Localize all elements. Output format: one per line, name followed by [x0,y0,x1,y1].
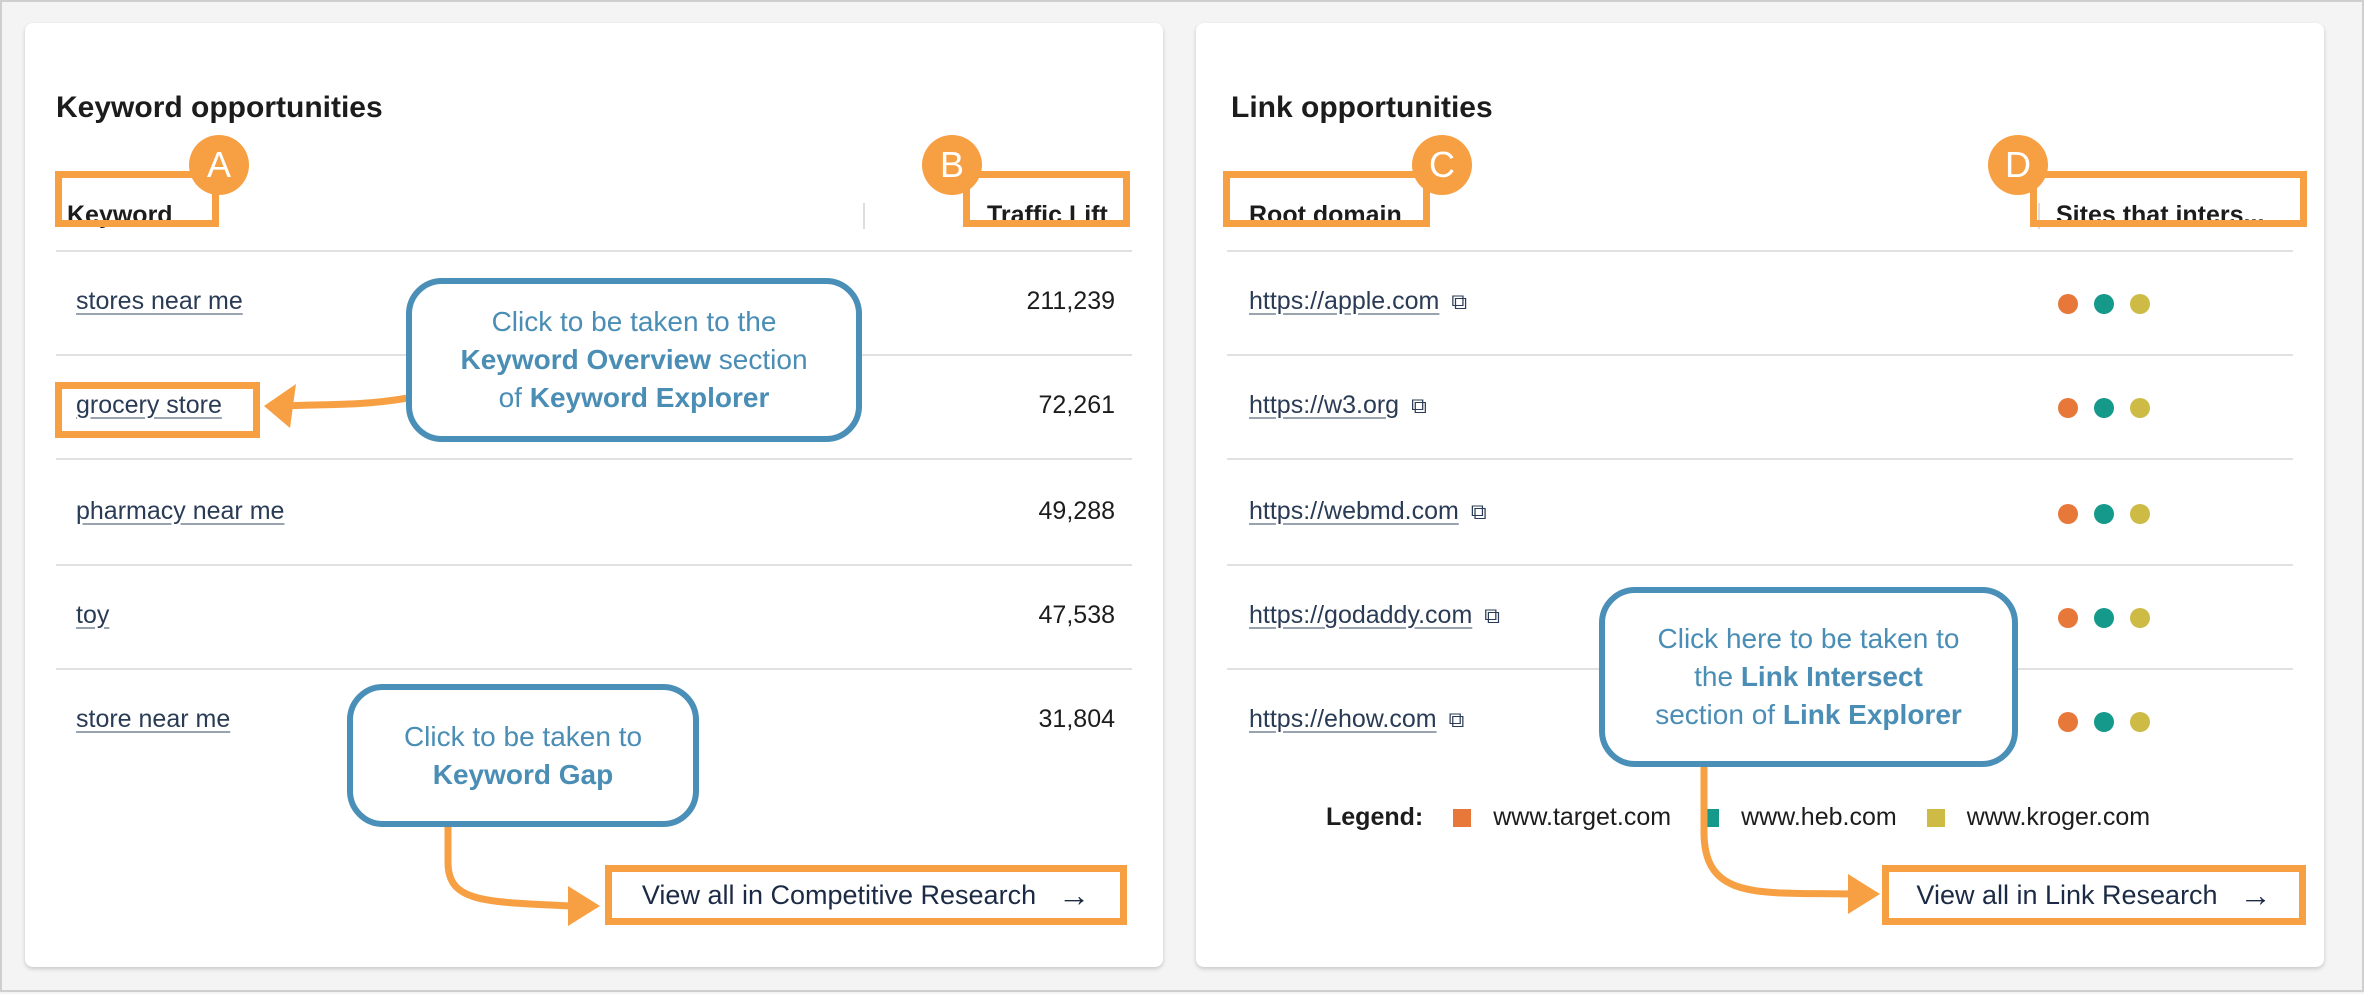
badge-b: B [922,135,982,195]
callout-link-intersect: Click here to be taken to the Link Inter… [1599,587,2018,767]
intersect-dot [2094,608,2114,628]
badge-a: A [189,135,249,195]
button-label: View all in Competitive Research [641,879,1037,910]
arrow-right-icon: → [2239,876,2272,913]
intersect-dot [2058,608,2078,628]
button-label: View all in Link Research [1916,879,2218,910]
divider [56,250,1132,252]
intersect-dot [2094,504,2114,524]
row-divider [56,564,1132,566]
intersect-dot [2058,294,2078,314]
column-divider[interactable] [863,203,865,229]
traffic-lift-value: 47,538 [1038,601,1115,629]
callout-text: Keyword Explorer [529,381,770,413]
callout-keyword-overview: Click to be taken to the Keyword Overvie… [406,278,862,442]
legend-item: www.heb.com [1741,803,1897,831]
domain-row: https://apple.com ⧉ [1249,287,1467,316]
intersect-dot [2130,712,2150,732]
badge-d: D [1988,135,2048,195]
legend: Legend: www.target.com www.heb.com www.kro… [1326,803,2150,832]
legend-swatch [1926,808,1945,827]
intersect-dot [2094,398,2114,418]
link-opportunities-card: Link opportunities Root domain Sites tha… [1196,23,2324,967]
legend-item: www.kroger.com [1966,803,2151,831]
intersect-dot [2058,504,2078,524]
callout-text: of [498,381,530,413]
view-all-competitive-research-button[interactable]: View all in Competitive Research → [612,872,1120,918]
callout-text: Link Explorer [1782,698,1962,730]
domain-row: https://godaddy.com ⧉ [1249,601,1500,630]
callout-text: section of [1655,698,1783,730]
intersect-dot [2130,294,2150,314]
traffic-lift-value: 49,288 [1038,497,1115,525]
domain-row: https://w3.org ⧉ [1249,391,1427,420]
external-link-icon[interactable]: ⧉ [1451,289,1468,314]
callout-text: Click to be taken to the [491,306,777,338]
annotation-box-view-all-link [1882,865,2306,925]
intersect-dot [2094,294,2114,314]
view-all-link-research-button[interactable]: View all in Link Research → [1889,872,2299,918]
external-link-icon[interactable]: ⧉ [1484,603,1500,628]
row-divider [1227,564,2293,566]
badge-c: C [1412,135,1472,195]
keyword-link[interactable]: toy [76,601,110,629]
intersect-dot [2058,712,2078,732]
intersect-dot [2094,712,2114,732]
callout-text: Link Intersect [1740,661,1923,693]
divider [1227,250,2293,252]
intersect-dot [2130,608,2150,628]
arrow-right-icon: → [1058,876,1091,913]
annotation-box-grocery-store [55,382,260,438]
domain-row: https://ehow.com ⧉ [1249,705,1464,734]
annotation-box-view-all-competitive [605,865,1127,925]
external-link-icon[interactable]: ⧉ [1448,707,1465,732]
annotation-box-root-domain [1223,171,1430,227]
keyword-link[interactable]: stores near me [76,287,243,315]
annotation-box-keyword [55,171,219,227]
callout-text: Click to be taken to [403,720,643,752]
row-divider [1227,354,2293,356]
card-title: Keyword opportunities [56,91,383,124]
legend-item: www.target.com [1493,803,1672,831]
callout-text: Keyword Gap [432,758,614,790]
domain-link[interactable]: https://webmd.com [1249,497,1459,525]
column-divider[interactable] [2038,203,2040,229]
callout-text: Click here to be taken to [1657,623,1960,655]
row-divider [1227,458,2293,460]
domain-link[interactable]: https://w3.org [1249,391,1400,419]
legend-swatch [1453,808,1472,827]
traffic-lift-value: 211,239 [1026,287,1115,315]
annotation-box-sites [2030,171,2307,227]
intersect-dot [2058,398,2078,418]
traffic-lift-value: 72,261 [1038,391,1115,419]
keyword-link[interactable]: grocery store [76,391,222,419]
legend-label: Legend: [1326,803,1424,831]
row-divider [56,668,1132,670]
traffic-lift-value: 31,804 [1038,705,1115,733]
domain-link[interactable]: https://ehow.com [1249,705,1437,733]
external-link-icon[interactable]: ⧉ [1411,393,1427,418]
callout-keyword-gap: Click to be taken to Keyword Gap [347,684,699,827]
row-divider [56,458,1132,460]
callout-text: section [711,344,808,376]
external-link-icon[interactable]: ⧉ [1470,499,1487,524]
keyword-link[interactable]: pharmacy near me [76,497,285,525]
keyword-link[interactable]: store near me [76,705,231,733]
card-title: Link opportunities [1231,91,1493,124]
callout-text: Keyword Overview [460,344,712,376]
annotation-box-traffic-lift [963,171,1130,227]
intersect-dot [2130,398,2150,418]
domain-link[interactable]: https://godaddy.com [1249,601,1473,629]
domain-row: https://webmd.com ⧉ [1249,497,1487,526]
legend-swatch [1701,808,1720,827]
callout-text: the [1694,661,1741,693]
intersect-dot [2130,504,2150,524]
domain-link[interactable]: https://apple.com [1249,287,1440,315]
